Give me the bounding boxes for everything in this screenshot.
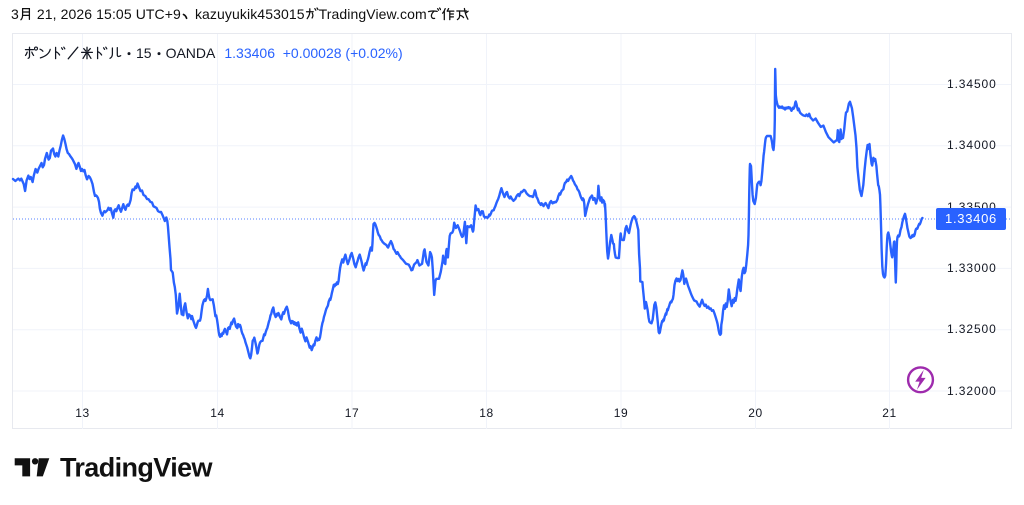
svg-text:TradingView: TradingView — [60, 453, 214, 483]
